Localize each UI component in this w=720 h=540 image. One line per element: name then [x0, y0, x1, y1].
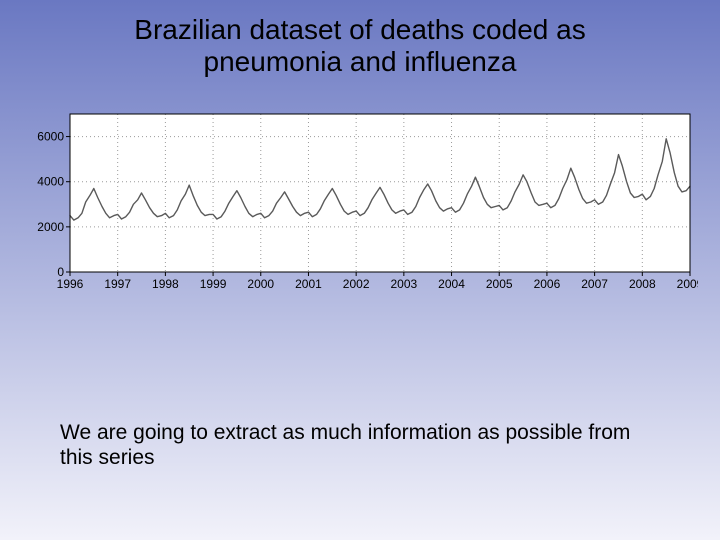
slide-caption: We are going to extract as much informat… [60, 420, 660, 470]
svg-text:1997: 1997 [104, 277, 131, 291]
svg-text:4000: 4000 [37, 175, 64, 189]
svg-text:2001: 2001 [295, 277, 322, 291]
svg-text:1998: 1998 [152, 277, 179, 291]
slide-title: Brazilian dataset of deaths coded as pne… [0, 14, 720, 78]
svg-text:2002: 2002 [343, 277, 370, 291]
svg-text:2000: 2000 [247, 277, 274, 291]
chart-svg: 0200040006000199619971998199920002001200… [22, 108, 698, 308]
svg-text:2000: 2000 [37, 220, 64, 234]
svg-text:2007: 2007 [581, 277, 608, 291]
svg-text:2003: 2003 [390, 277, 417, 291]
svg-text:2004: 2004 [438, 277, 465, 291]
svg-text:2006: 2006 [534, 277, 561, 291]
svg-text:2009: 2009 [677, 277, 698, 291]
slide-root: Brazilian dataset of deaths coded as pne… [0, 0, 720, 540]
title-line-2: pneumonia and influenza [204, 46, 517, 77]
timeseries-chart: 0200040006000199619971998199920002001200… [22, 108, 698, 308]
title-line-1: Brazilian dataset of deaths coded as [134, 14, 585, 45]
svg-text:6000: 6000 [37, 130, 64, 144]
svg-text:2008: 2008 [629, 277, 656, 291]
svg-text:1999: 1999 [200, 277, 227, 291]
svg-text:2005: 2005 [486, 277, 513, 291]
svg-text:1996: 1996 [57, 277, 84, 291]
